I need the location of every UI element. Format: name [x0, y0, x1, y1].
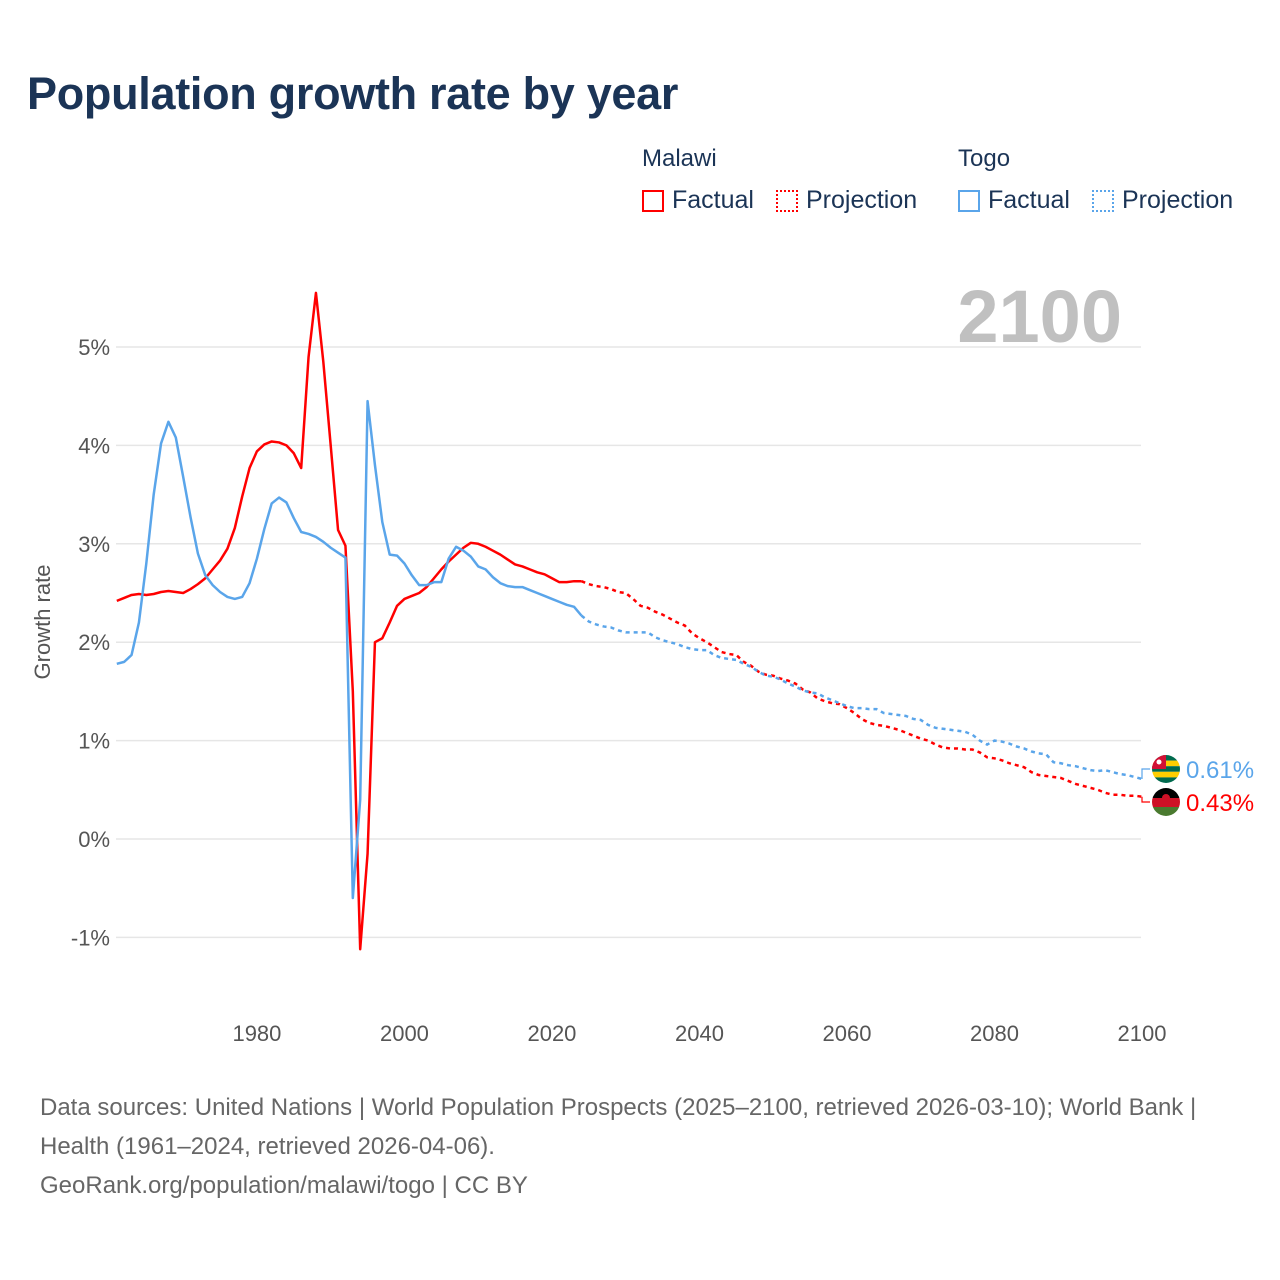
malawi-label-connector — [1141, 796, 1150, 803]
malawi-flag-icon — [1152, 788, 1180, 816]
legend-togo-factual[interactable]: Factual — [958, 186, 1070, 215]
y-tick-label: -1% — [71, 925, 110, 950]
legend-label: Projection — [1122, 186, 1234, 214]
flag-body — [1152, 755, 1180, 783]
legend-swatch-dotted — [1092, 189, 1114, 212]
flag-stripe-red — [1152, 798, 1180, 807]
legend-group-malawi: Malawi — [642, 145, 717, 172]
flag-stripe — [1152, 777, 1180, 783]
legend-malawi-factual[interactable]: Factual — [642, 186, 754, 215]
y-axis-label: Growth rate — [30, 565, 55, 680]
flag-stripe-green — [1152, 807, 1180, 816]
line-chart: -1% 0% 1% 2% 3% 4% 5% 1980 2000 2020 2040 2060 2080 2… — [30, 275, 1254, 1046]
year-display: 2100 — [957, 275, 1122, 358]
flag-stripe-black — [1152, 788, 1180, 798]
y-tick-label: 0% — [78, 827, 110, 852]
legend-group-togo: Togo — [958, 145, 1011, 172]
legend-swatch-dotted — [776, 189, 798, 212]
flag-star — [1156, 759, 1162, 765]
credit-link[interactable]: GeoRank.org/population/malawi/togo | CC … — [40, 1172, 528, 1199]
togo-factual-line — [116, 399, 583, 900]
legend-togo-projection[interactable]: Projection — [1092, 186, 1233, 215]
y-tick-label: 2% — [78, 630, 110, 655]
footer: Data sources: United Nations | World Pop… — [40, 1088, 1240, 1205]
togo-flag-icon — [1152, 755, 1180, 783]
x-tick-label: 1980 — [232, 1021, 281, 1046]
y-tick-label: 4% — [78, 433, 110, 458]
x-tick-label: 2020 — [527, 1021, 576, 1046]
y-tick-label: 5% — [78, 335, 110, 360]
flag-body — [1152, 788, 1180, 816]
togo-projection-line — [580, 614, 1143, 781]
malawi-end-label: 0.43% — [1186, 790, 1254, 817]
x-tick-label: 2040 — [675, 1021, 724, 1046]
togo-end-label: 0.61% — [1186, 757, 1254, 784]
page-title: Population growth rate by year — [27, 68, 679, 119]
x-tick-label: 2100 — [1118, 1021, 1167, 1046]
legend-swatch-solid — [958, 189, 980, 212]
legend-label: Factual — [672, 186, 754, 214]
legend-label: Factual — [988, 186, 1070, 214]
x-tick-label: 2000 — [380, 1021, 429, 1046]
y-tick-label: 1% — [78, 729, 110, 754]
data-sources: Data sources: United Nations | World Pop… — [40, 1094, 1197, 1160]
legend-swatch-solid — [642, 189, 664, 212]
flag-stripe — [1152, 771, 1180, 778]
legend-malawi-projection[interactable]: Projection — [776, 186, 917, 215]
x-tick-label: 2080 — [970, 1021, 1019, 1046]
malawi-factual-line — [116, 291, 582, 951]
x-tick-label: 2060 — [823, 1021, 872, 1046]
y-tick-label: 3% — [78, 532, 110, 557]
flag-sun — [1162, 794, 1170, 802]
togo-label-connector — [1141, 768, 1150, 779]
malawi-projection-line — [580, 580, 1143, 798]
legend-label: Projection — [806, 186, 918, 214]
